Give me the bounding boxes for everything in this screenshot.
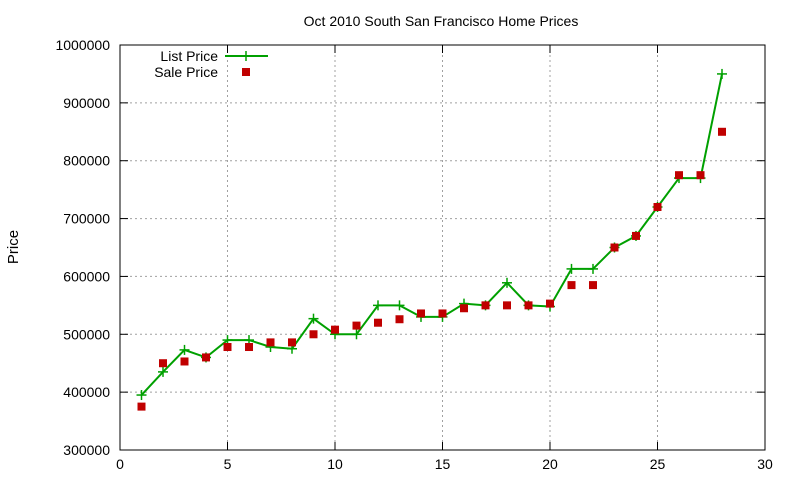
- sale-price-point: [180, 357, 189, 366]
- sale-price-point: [632, 231, 640, 240]
- legend-sample-list-price: [225, 51, 268, 61]
- sale-price-point: [245, 343, 253, 352]
- sale-price-point: [503, 301, 511, 310]
- y-tick-labels: 300000 400000 500000 600000 700000 800000 9000…: [55, 37, 110, 458]
- sale-price-point: [395, 315, 404, 324]
- x-tick-label: 5: [224, 456, 232, 472]
- x-tick-label: 30: [757, 456, 773, 472]
- list-price-point: [308, 313, 319, 324]
- legend-label-sale-price: Sale Price: [154, 64, 218, 80]
- y-tick-label: 400000: [63, 384, 110, 400]
- sale-price-point: [159, 359, 167, 368]
- sale-price-point: [331, 325, 339, 334]
- series-layer: [136, 68, 727, 411]
- legend-square-marker: [242, 68, 250, 76]
- x-tick-label: 20: [542, 456, 558, 472]
- sale-price-point: [417, 309, 425, 318]
- y-axis-label: Price: [5, 230, 22, 264]
- x-tick-label: 15: [435, 456, 451, 472]
- sale-price-point: [696, 171, 705, 180]
- legend-plus-marker: [241, 51, 251, 61]
- legend: List Price Sale Price: [154, 48, 268, 80]
- list-price-point: [588, 263, 598, 274]
- sale-price-point: [202, 353, 210, 362]
- y-tick-label: 600000: [63, 268, 110, 284]
- y-tick-label: 1000000: [55, 37, 110, 53]
- sale-price-point: [718, 127, 726, 136]
- list-price-point: [373, 300, 383, 311]
- sale-price-point: [438, 309, 447, 318]
- list-price-point: [179, 344, 190, 355]
- sale-price-point: [223, 343, 232, 352]
- y-tick-label: 900000: [63, 95, 110, 111]
- sale-price-point: [460, 304, 468, 313]
- sale-price-point: [546, 299, 554, 308]
- x-tick-label: 25: [650, 456, 666, 472]
- x-tick-label: 10: [327, 456, 343, 472]
- y-tick-label: 700000: [63, 211, 110, 227]
- grid-lines: [120, 45, 765, 450]
- axis-ticks: [119, 44, 766, 451]
- sale-price-point: [352, 321, 361, 330]
- sale-price-point: [675, 171, 683, 180]
- sale-price-point: [653, 203, 662, 211]
- list-price-point: [502, 277, 512, 288]
- chart-title: Oct 2010 South San Francisco Home Prices: [304, 13, 579, 29]
- sale-price-point: [481, 301, 490, 310]
- y-tick-label: 300000: [63, 442, 110, 458]
- y-tick-label: 500000: [63, 326, 110, 342]
- list-price-point: [394, 300, 405, 311]
- sale-price-point: [567, 281, 576, 290]
- legend-label-list-price: List Price: [160, 48, 218, 64]
- x-tick-label: 0: [116, 456, 124, 472]
- sale-price-point: [137, 402, 146, 411]
- sale-price-point: [610, 243, 619, 252]
- list-price-point: [717, 68, 727, 79]
- list-price-point: [566, 263, 577, 274]
- list-price-line: [140, 73, 723, 396]
- sale-price-point: [524, 301, 533, 310]
- sale-price-point: [589, 281, 597, 290]
- list-price-point: [158, 366, 168, 377]
- x-tick-labels: 0 5 10 15 20 25 30: [116, 456, 773, 472]
- list-price-point: [136, 390, 147, 401]
- sale-price-point: [266, 338, 275, 347]
- list-price-point: [351, 329, 362, 340]
- y-tick-label: 800000: [63, 153, 110, 169]
- legend-sample-sale-price: [242, 68, 250, 76]
- sale-price-point: [374, 318, 382, 327]
- sale-price-point: [288, 338, 296, 347]
- sale-price-point: [309, 330, 318, 339]
